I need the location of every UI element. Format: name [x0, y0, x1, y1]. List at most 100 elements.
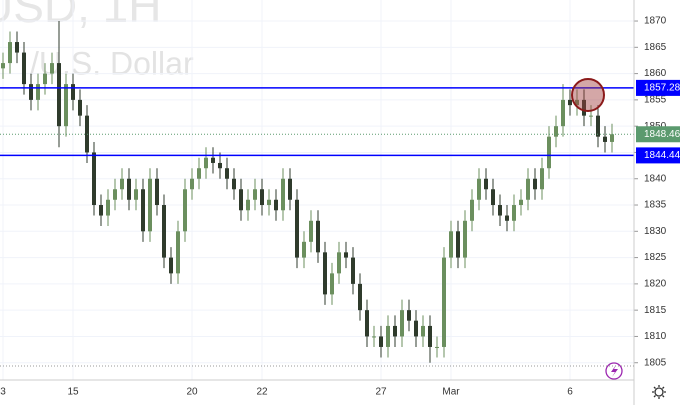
candle-body [204, 157, 208, 169]
candle-body [22, 52, 26, 85]
highlight-circle [571, 78, 605, 112]
candle-body [288, 178, 292, 200]
candle-body [449, 231, 453, 258]
last-price-box [636, 126, 680, 143]
candle-body [1, 63, 5, 69]
y-tick-label: 1805 [644, 357, 667, 368]
candle-body [568, 99, 572, 106]
candle-body [400, 310, 404, 337]
candle-body [498, 205, 502, 216]
y-tick-label: 1870 [644, 16, 667, 27]
candle-body [253, 189, 257, 200]
level-label: 1844.44 [644, 150, 680, 161]
candle-body [239, 189, 243, 211]
candle-body [36, 84, 40, 100]
level-label: 1857.28 [644, 83, 680, 94]
candle-body [414, 320, 418, 337]
y-tick-label: 1820 [644, 279, 667, 290]
candle-body [442, 257, 446, 347]
candle-body [589, 115, 593, 117]
candle-body [92, 152, 96, 206]
candle-body [183, 189, 187, 232]
candle-body [365, 310, 369, 337]
candle-body [456, 231, 460, 258]
labels: 1805181018151820182518301835184018451850… [0, 16, 680, 398]
candle-body [281, 178, 285, 211]
lightning-bolt [611, 365, 618, 377]
candle-body [302, 241, 306, 258]
candle-body [127, 178, 131, 200]
candle-body [470, 199, 474, 221]
y-tick-label: 1815 [644, 305, 667, 316]
candle-body [407, 310, 411, 321]
x-tick-label: 15 [67, 387, 79, 398]
gear-teeth [652, 385, 666, 399]
candle-body [162, 205, 166, 258]
y-tick-label: 1865 [644, 42, 667, 53]
candle-body [15, 42, 19, 53]
candle-body [533, 178, 537, 190]
level-label-box [636, 79, 680, 96]
candle-body [358, 283, 362, 311]
candle-body [141, 189, 145, 232]
candle-body [386, 325, 390, 347]
candle-body [225, 168, 229, 179]
candle-body [211, 157, 215, 163]
candle-body [99, 205, 103, 216]
candle-body [547, 136, 551, 169]
y-tick-label: 1810 [644, 331, 667, 342]
watermark-symbol: USD, 1H [0, 0, 161, 32]
candle-body [8, 42, 12, 64]
last-price-label: 1848.46 [644, 129, 680, 140]
candle-body [295, 199, 299, 258]
y-tick-label: 1825 [644, 252, 667, 263]
candle-body [554, 126, 558, 137]
candle-body [176, 231, 180, 274]
candle-body [512, 205, 516, 221]
x-tick-label: Mar [442, 387, 460, 398]
candle-body [491, 189, 495, 206]
candle-body [197, 168, 201, 179]
candle-body [575, 99, 579, 106]
settings-icon[interactable] [652, 385, 666, 399]
candle-body [274, 199, 278, 211]
candle-body [57, 63, 61, 127]
candle-body [421, 325, 425, 337]
candle-body [393, 325, 397, 337]
candle-body [519, 199, 523, 206]
candle-body [113, 189, 117, 200]
y-tick-label: 1860 [644, 68, 667, 79]
candle-body [134, 189, 138, 200]
y-tick-label: 1840 [644, 173, 667, 184]
x-tick-label: 22 [256, 387, 268, 398]
level-label-box [636, 147, 680, 164]
candle-body [344, 252, 348, 258]
candle-body [43, 73, 47, 85]
candle-body [78, 99, 82, 116]
candle-body [71, 84, 75, 100]
candle-body [267, 199, 271, 206]
candle-body [477, 178, 481, 200]
candle-body [351, 257, 355, 284]
x-tick-label: 20 [186, 387, 198, 398]
candle-body [64, 84, 68, 127]
candle-body [603, 136, 607, 142]
y-tick-label: 1855 [644, 95, 667, 106]
candle-body [218, 162, 222, 169]
candle-body [505, 215, 509, 221]
candle-body [316, 220, 320, 253]
candle-body [232, 178, 236, 190]
candle-body [50, 63, 54, 74]
y-tick-label: 1830 [644, 226, 667, 237]
candle-body [190, 178, 194, 190]
candle-body [596, 115, 600, 137]
candle-body [246, 199, 250, 211]
candle-body [540, 168, 544, 190]
lightning-icon[interactable] [605, 362, 623, 380]
candle-body [106, 199, 110, 216]
candle-body [526, 178, 530, 200]
candle-body [148, 178, 152, 232]
candle-body [582, 99, 586, 116]
